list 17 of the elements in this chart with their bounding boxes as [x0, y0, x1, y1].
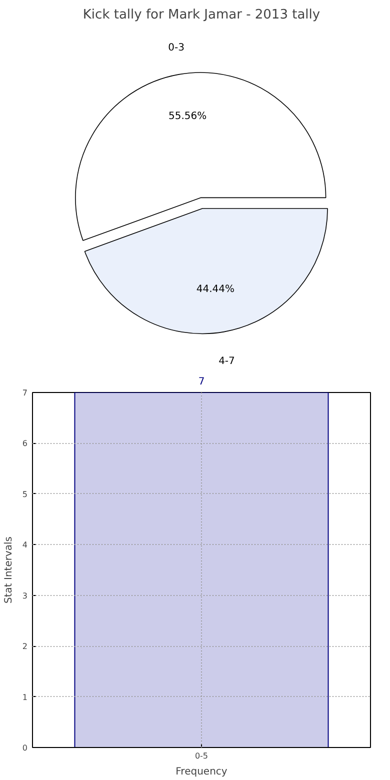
slice-label: 0-3 — [168, 42, 184, 54]
y-tick-label: 4 — [22, 540, 28, 550]
y-tick-label: 0 — [22, 744, 28, 752]
y-tick-label: 2 — [22, 642, 28, 652]
data-label: 44.44% — [196, 284, 234, 296]
y-tick-label: 1 — [22, 692, 28, 702]
x-tick-label: 0-5 — [194, 752, 208, 760]
y-tick-label: 5 — [22, 490, 28, 499]
y-tick-label: 3 — [22, 591, 28, 600]
y-tick-label: 7 — [22, 388, 28, 398]
y-tick-label: 6 — [22, 439, 28, 448]
x-axis-title: Frequency — [176, 766, 228, 778]
data-label: 55.56% — [168, 111, 207, 122]
chart-title: Kick tally for Mark Jamar - 2013 tally — [82, 8, 320, 22]
data-label: 7 — [198, 376, 205, 388]
y-axis-title: Stat Intervals — [3, 536, 14, 604]
slice-label: 4-7 — [218, 356, 235, 367]
